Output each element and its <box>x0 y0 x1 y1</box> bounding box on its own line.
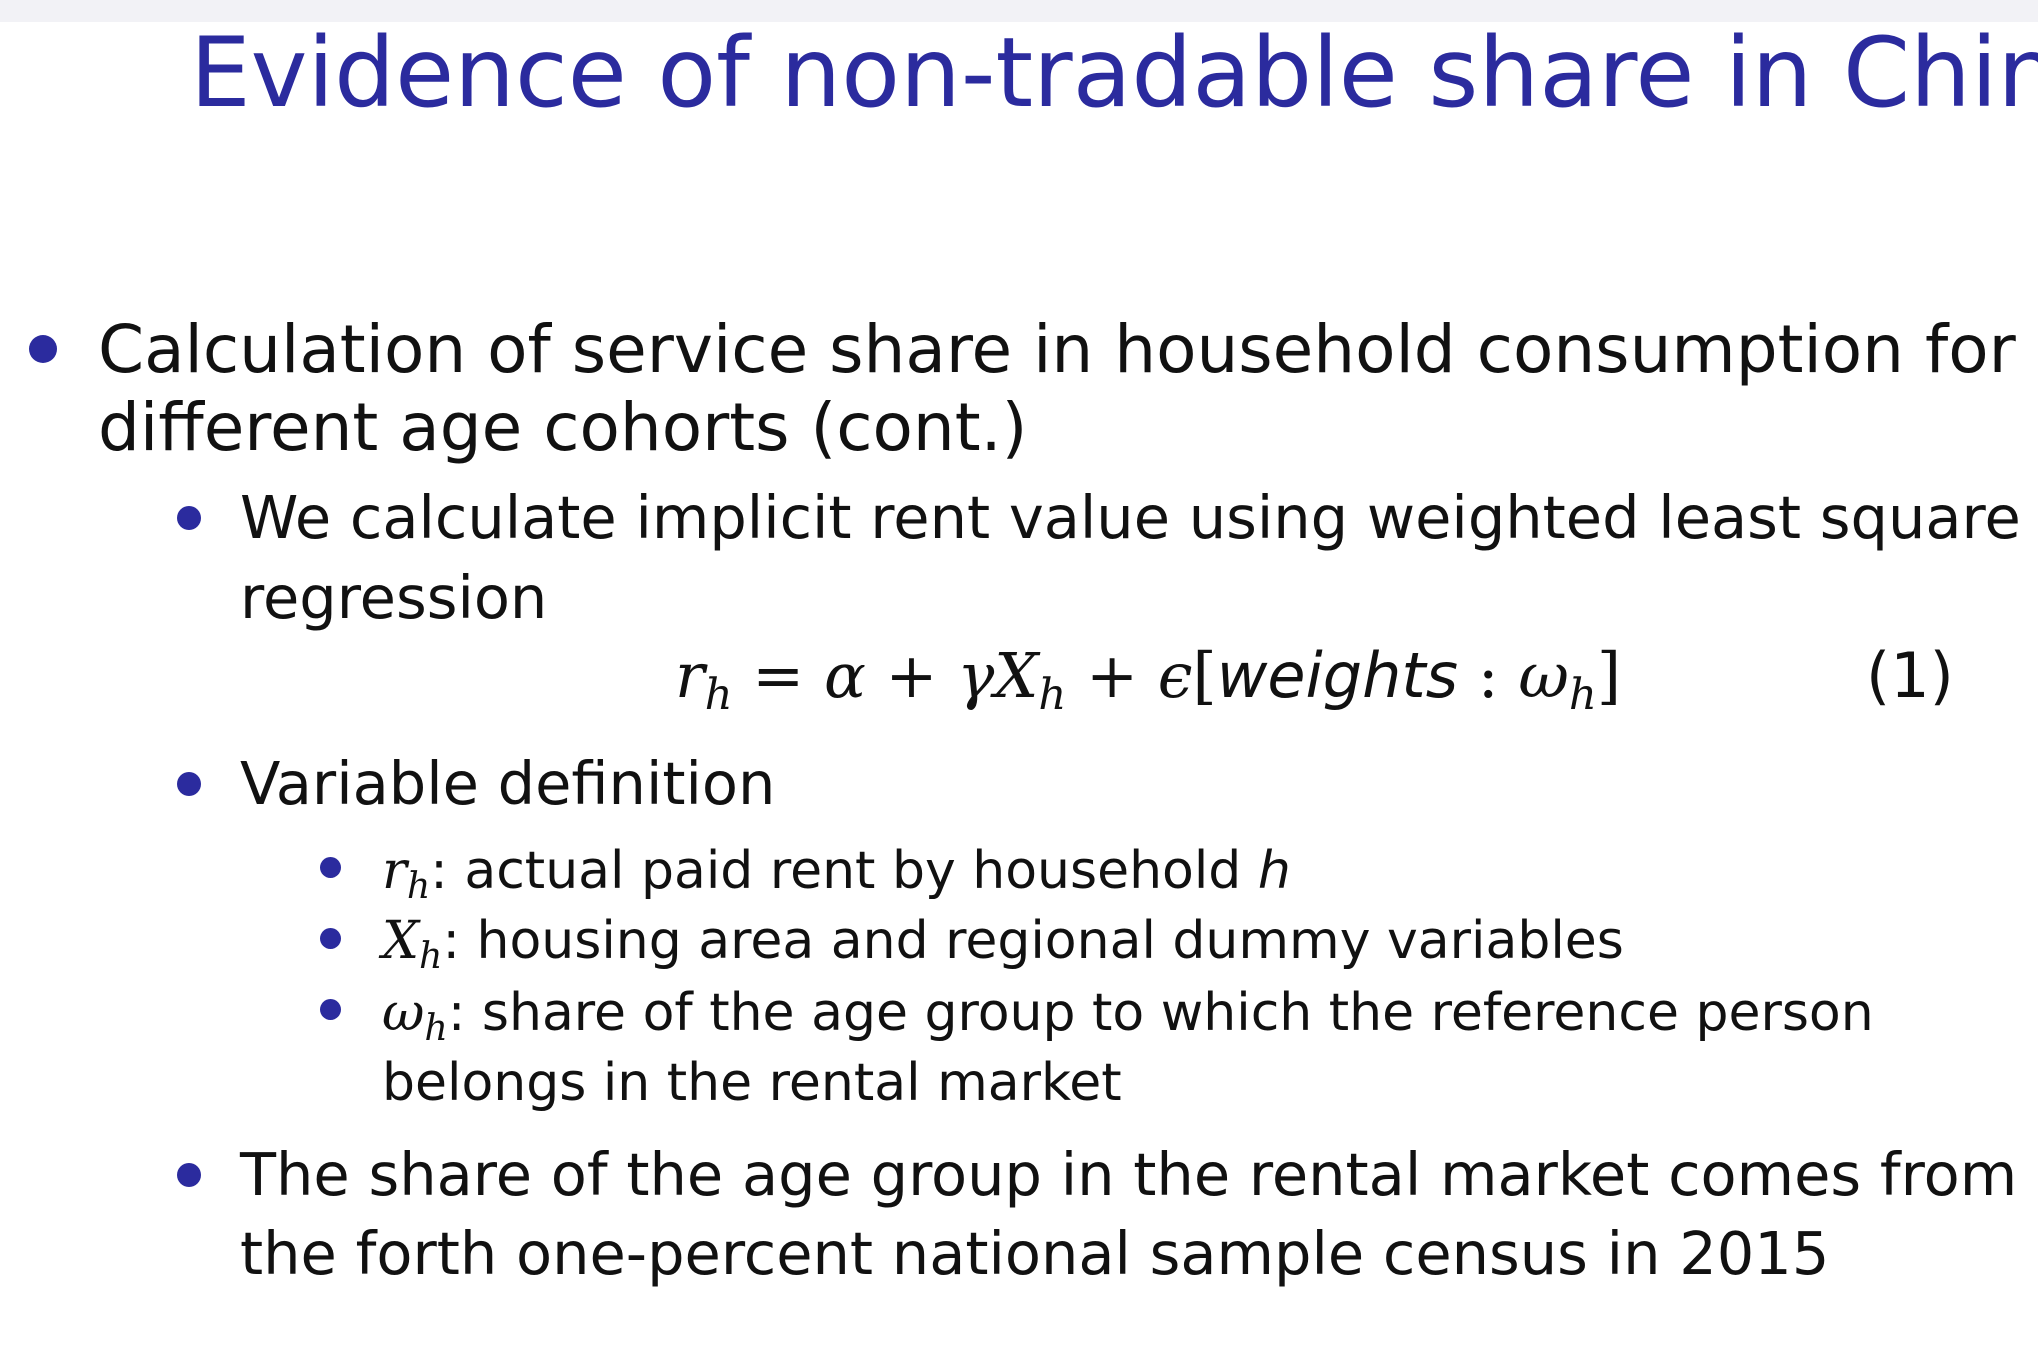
vardef-item-text: : share of the age group to which the re… <box>447 983 1874 1043</box>
regression-equation: rh = α + γXh + ϵ[weights : ωh] <box>675 636 1622 717</box>
eq-plus: + <box>865 639 958 712</box>
bullet-marker <box>320 999 341 1020</box>
vardef-label: Variable definition <box>240 749 776 818</box>
eq-gamma: γ <box>957 639 995 712</box>
equation-number: (1) <box>1866 639 1954 712</box>
eq-alpha: α <box>823 639 866 712</box>
bullet-marker <box>177 772 201 796</box>
top-bar <box>0 0 2038 22</box>
vardef-item-italic-h: h <box>1257 841 1291 901</box>
symbol-sub-h: h <box>424 1006 448 1050</box>
eq-x: X <box>994 639 1039 712</box>
vardef-item-omega-line-2: belongs in the rental market <box>382 1053 1122 1113</box>
vardef-item-text: : actual paid rent by household <box>430 841 1258 901</box>
main-bullet-line-1: Calculation of service share in househol… <box>98 311 2016 388</box>
eq-weights: weights <box>1216 639 1459 712</box>
slide-title: Evidence of non-tradable share in China <box>190 17 2038 129</box>
bullet-marker <box>320 928 341 949</box>
eq-sub-h: h <box>704 670 733 721</box>
bullet-marker <box>177 1163 201 1187</box>
census-bullet-line-1: The share of the age group in the rental… <box>240 1140 2018 1209</box>
eq-omega: ω <box>1518 639 1569 712</box>
eq-sub-h: h <box>1038 670 1067 721</box>
eq-bracket: ] <box>1596 639 1622 712</box>
main-bullet-line-2: different age cohorts (cont.) <box>98 389 1028 466</box>
eq-sub-h: h <box>1568 670 1597 721</box>
bullet-marker <box>320 857 341 878</box>
eq-colon: : <box>1458 639 1519 712</box>
symbol-sub-h: h <box>406 864 431 908</box>
symbol-r: r <box>382 841 407 901</box>
vardef-item-xh: Xh: housing area and regional dummy vari… <box>382 906 1624 976</box>
symbol-x: X <box>382 911 420 971</box>
eq-equals: = <box>732 639 824 712</box>
wls-bullet-line-2: regression <box>240 563 548 632</box>
bullet-marker <box>177 506 201 530</box>
eq-plus: + <box>1066 639 1158 712</box>
eq-epsilon: ϵ <box>1157 639 1193 712</box>
symbol-sub-h: h <box>419 934 443 978</box>
vardef-item-omega: ωh: share of the age group to which the … <box>382 978 1874 1048</box>
vardef-item-rh: rh: actual paid rent by household h <box>382 836 1291 906</box>
vardef-item-text: : housing area and regional dummy variab… <box>442 911 1624 971</box>
census-bullet-line-2: the forth one-percent national sample ce… <box>240 1219 1830 1288</box>
bullet-marker <box>29 335 57 363</box>
symbol-omega: ω <box>382 983 425 1043</box>
eq-r: r <box>675 639 705 712</box>
eq-bracket: [ <box>1192 639 1217 712</box>
wls-bullet-line-1: We calculate implicit rent value using w… <box>240 483 2021 552</box>
